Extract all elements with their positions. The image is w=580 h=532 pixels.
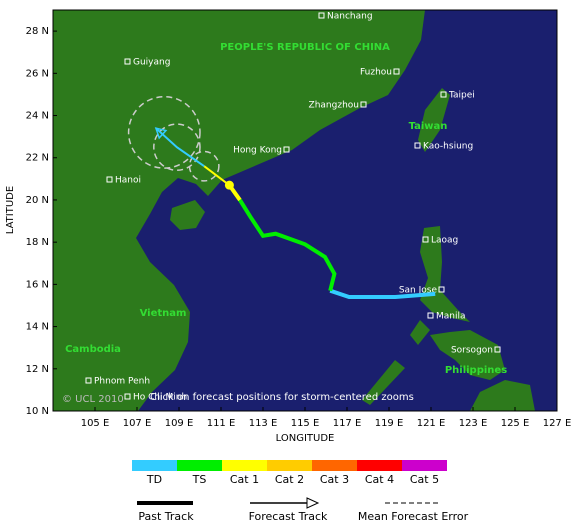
place-label: Hong Kong [233, 146, 282, 156]
y-tick-label: 26 N [26, 68, 49, 79]
y-axis-label: LATITUDE [5, 186, 16, 234]
place-label: Nanchang [327, 12, 373, 22]
legend-swatch [177, 460, 222, 471]
city-marker [124, 393, 131, 400]
x-tick-label: 107 E [123, 418, 152, 429]
city-marker [360, 101, 367, 108]
y-tick-label: 14 N [26, 322, 49, 333]
past-track [329, 288, 436, 300]
note[interactable]: Click on forecast positions for storm-ce… [150, 392, 414, 403]
legend-forecast-label: Forecast Track [249, 510, 328, 523]
mainland [53, 10, 425, 411]
place-labels: Nanchang Guiyang Fuzhou Taipei Zhangzhou… [62, 12, 507, 406]
place-label: Kao-hsiung [423, 142, 473, 152]
legend-forecast-arrow [306, 497, 320, 509]
legend-swatch [222, 460, 267, 471]
place-label: Guiyang [133, 58, 170, 68]
x-tick-label: 109 E [165, 418, 194, 429]
x-tick-label: 119 E [375, 418, 404, 429]
x-tick-label: 105 E [81, 418, 110, 429]
x-tick-label: 113 E [249, 418, 278, 429]
borneo-palawan [362, 360, 405, 405]
x-tick-label: 123 E [459, 418, 488, 429]
legend-error-label: Mean Forecast Error [358, 510, 469, 523]
legend-label: Cat 5 [410, 473, 439, 486]
legend-label: Cat 4 [365, 473, 394, 486]
city-marker [438, 286, 445, 293]
y-tick-label: 22 N [26, 153, 49, 164]
country-label: Vietnam [140, 308, 187, 319]
legend-swatch [402, 460, 447, 471]
place-label: San Jose [399, 286, 438, 296]
x-tick-label: 111 E [207, 418, 236, 429]
x-tick-label: 127 E [543, 418, 572, 429]
y-tick-label: 18 N [26, 237, 49, 248]
place-label: Fuzhou [360, 68, 392, 78]
country-label: PEOPLE'S REPUBLIC OF CHINA [220, 42, 390, 53]
city-marker [106, 176, 113, 183]
place-label: Ho Chi Minh [133, 393, 187, 403]
x-tick-label: 125 E [501, 418, 530, 429]
legend-swatch [132, 460, 177, 471]
luzon [420, 226, 470, 322]
place-label: Sorsogon [451, 346, 493, 356]
city-marker [494, 346, 501, 353]
forecast-error-circle [153, 123, 201, 172]
y-tick-label: 20 N [26, 195, 49, 206]
map [53, 10, 557, 411]
legend-label: Cat 2 [275, 473, 304, 486]
copyright: © UCL 2010 [62, 394, 124, 405]
city-marker [414, 142, 421, 149]
current-position [224, 180, 234, 190]
legend-label: Cat 1 [230, 473, 259, 486]
forecast-track [203, 165, 231, 186]
city-marker [393, 68, 400, 75]
legend-label: TD [146, 473, 162, 486]
place-label: Laoag [431, 236, 458, 246]
forecast-arrowhead [154, 127, 168, 140]
y-tick-label: 10 N [26, 406, 49, 417]
legend-label: Cat 3 [320, 473, 349, 486]
y-tick-label: 12 N [26, 364, 49, 375]
hainan [170, 200, 205, 230]
country-label: Philippines [445, 365, 507, 376]
x-tick-label: 117 E [333, 418, 362, 429]
legend-swatch [357, 460, 402, 471]
place-label: Hanoi [115, 176, 141, 186]
y-tick-label: 24 N [26, 111, 49, 122]
legend-swatch [312, 460, 357, 471]
city-marker [440, 91, 447, 98]
city-marker [85, 377, 92, 384]
forecast-error-circle [127, 95, 201, 169]
place-label: Manila [436, 312, 466, 322]
x-tick-label: 115 E [291, 418, 320, 429]
visayas [410, 320, 535, 411]
taiwan [418, 88, 450, 152]
city-marker [124, 58, 131, 65]
city-marker [422, 236, 429, 243]
x-tick-label: 121 E [417, 418, 446, 429]
place-label: Taipei [448, 91, 475, 101]
city-marker [427, 312, 434, 319]
country-label: Cambodia [65, 344, 121, 355]
city-marker [283, 146, 290, 153]
place-label: Zhangzhou [309, 101, 359, 111]
past-track [238, 198, 337, 292]
place-label: Phnom Penh [94, 377, 150, 387]
legend-label: TS [192, 473, 207, 486]
x-axis-label: LONGITUDE [276, 433, 335, 444]
country-label: Taiwan [409, 121, 448, 132]
city-marker [318, 12, 325, 19]
legend-swatch [267, 460, 312, 471]
legend-past-label: Past Track [138, 510, 194, 523]
y-tick-label: 28 N [26, 26, 49, 37]
y-tick-label: 16 N [26, 279, 49, 290]
